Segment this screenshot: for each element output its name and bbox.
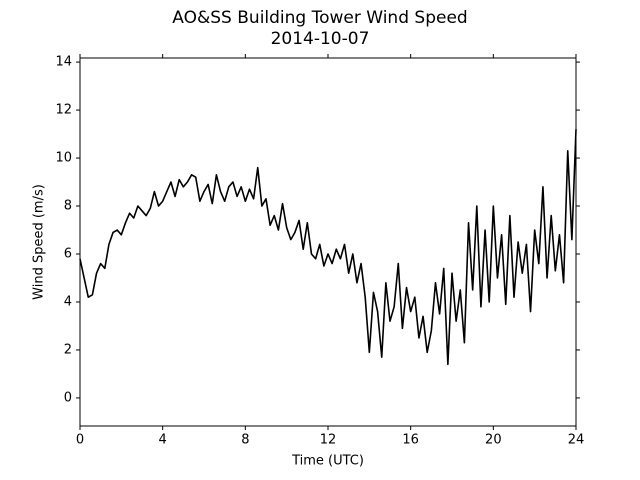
y-tick-label: 14 [55,55,72,70]
x-tick-label: 8 [241,433,249,448]
y-tick-label: 8 [64,199,72,214]
y-tick-label: 0 [64,390,72,405]
y-tick-label: 4 [64,294,72,309]
y-tick-label: 6 [64,246,72,261]
series-line [79,129,577,366]
y-tick-label: 10 [55,151,72,166]
x-tick-label: 24 [568,433,585,448]
x-axis-label: Time (UTC) [291,454,364,469]
chart-title: AO&SS Building Tower Wind Speed [172,8,467,28]
chart-subtitle: 2014-10-07 [271,29,370,49]
plot-frame [79,57,577,427]
y-tick-label: 2 [64,342,72,357]
x-tick-label: 16 [402,433,419,448]
x-tick-label: 0 [76,433,84,448]
x-tick-label: 12 [320,433,337,448]
y-axis-label: Wind Speed (m/s) [32,184,47,300]
y-tick-label: 12 [55,103,72,118]
x-tick-label: 20 [485,433,502,448]
x-tick-label: 4 [159,433,167,448]
